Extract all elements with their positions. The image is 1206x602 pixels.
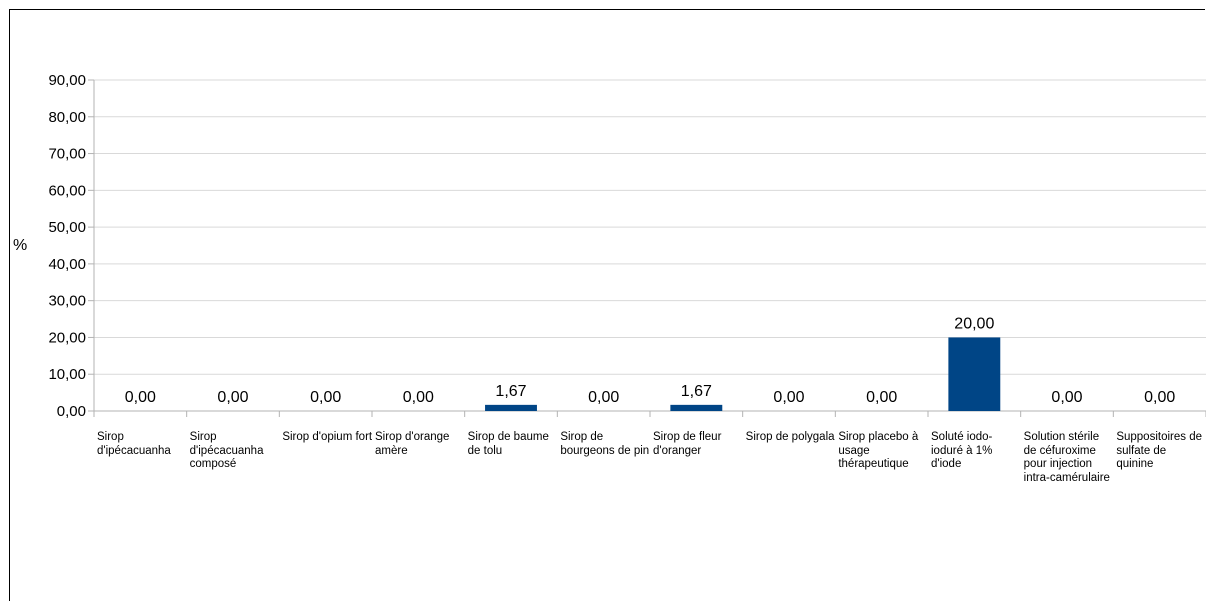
x-tick-label: Sirop de bourgeons de pin xyxy=(560,431,650,457)
y-tick-label: 0,00 xyxy=(57,403,86,420)
y-tick-label: 50,00 xyxy=(48,219,86,236)
data-label: 0,00 xyxy=(217,389,248,406)
grid-lines xyxy=(94,79,1206,375)
data-label: 0,00 xyxy=(773,389,804,406)
data-label: 0,00 xyxy=(310,389,341,406)
y-tick-label: 40,00 xyxy=(48,256,86,273)
bars xyxy=(485,337,1001,411)
bar xyxy=(670,404,723,411)
y-tick-label: 90,00 xyxy=(48,72,86,89)
data-label: 0,00 xyxy=(866,389,897,406)
x-tick-label: Sirop d'orange amère xyxy=(375,431,450,457)
data-label: 20,00 xyxy=(954,315,994,332)
y-tick-label: 60,00 xyxy=(48,182,86,199)
x-tick-label: Soluté iodo-ioduré à 1% d'iode xyxy=(931,431,993,470)
y-tick-label: 10,00 xyxy=(48,366,86,383)
data-label: 1,67 xyxy=(495,383,526,400)
axes: 0,00 10,00 20,00 30,00 40,00 50,00 60,00 70,00 8… xyxy=(48,72,1206,420)
data-label: 0,00 xyxy=(1051,389,1082,406)
x-tick-label: Sirop d'ipécacuanha xyxy=(97,431,171,457)
data-label: 1,67 xyxy=(681,383,712,400)
data-label: 0,00 xyxy=(403,389,434,406)
x-tick-label: Sirop d'ipécacuanha composé xyxy=(189,431,264,470)
x-tick-label: Sirop de fleur d'oranger xyxy=(653,431,722,457)
x-tick-label: Sirop de baume de tolu xyxy=(467,431,549,457)
y-tick-label: 20,00 xyxy=(48,329,86,346)
y-tick-label: 30,00 xyxy=(48,293,86,310)
data-label: 0,00 xyxy=(588,389,619,406)
bar xyxy=(948,337,1001,411)
x-tick-label: Sirop d'opium fort xyxy=(282,431,373,443)
data-label: 0,00 xyxy=(125,389,156,406)
x-tick-label: Solution stérile de céfuroxime pour inje… xyxy=(1023,431,1110,484)
chart-frame xyxy=(9,9,1205,601)
x-tick-label: Suppositoires de sulfate de quinine xyxy=(1116,431,1202,470)
y-tick-label: 70,00 xyxy=(48,146,86,163)
bar xyxy=(485,404,537,411)
y-axis-label: % xyxy=(13,237,27,254)
data-labels: 0,00 0,00 0,00 0,00 1,67 0,00 1,67 0,00 0,00 20,0… xyxy=(125,315,1176,406)
x-tick-label: Sirop de polygala xyxy=(745,431,835,443)
x-tick-label: Sirop placebo à usage thérapeutique xyxy=(838,431,919,470)
y-tick-label: 80,00 xyxy=(48,109,86,126)
data-label: 0,00 xyxy=(1144,389,1175,406)
